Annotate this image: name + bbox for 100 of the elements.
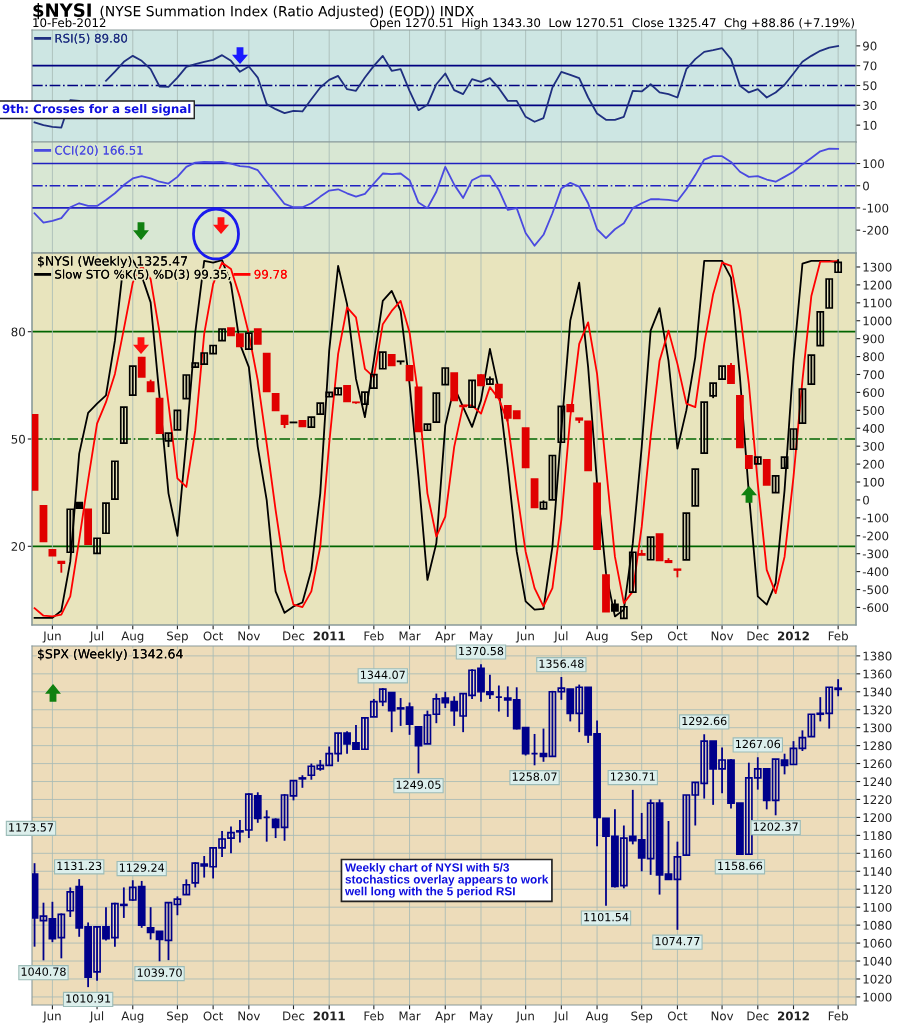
candlestick [432,392,441,424]
y-tick-label: 70 [863,61,877,71]
y-tick-label: 50 [863,81,877,91]
candlestick [111,460,119,501]
x-tick-label: Jul [553,1011,568,1023]
y-tick-label: 30 [863,101,877,110]
x-tick-label: 2011 [313,631,345,641]
y-tick-label: 1340 [863,687,892,697]
candlestick [798,388,807,424]
y-tick-label: 10 [863,120,877,130]
y-tick-label: 600 [863,388,884,398]
candlestick [673,840,682,931]
y-tick-label: 1000 [863,316,892,326]
x-tick-label: Aug [585,1011,608,1023]
x-tick-label: Sep [167,1011,188,1023]
candlestick [289,779,298,802]
annotation: 1131.23 [57,861,102,871]
candlestick [539,727,548,763]
x-tick-label: Dec [283,631,305,641]
candlestick [119,406,128,445]
candlestick [646,536,655,561]
y-tick-label: 1220 [863,795,892,805]
y-tick-label: 1280 [863,741,892,751]
candlestick [173,409,182,431]
candlestick [396,360,405,366]
text: Open 1270.51 High 1343.30 Low 1270.51 Close 1325.47 Chg +88.86 (+7.19%) [370,18,854,30]
y-tick-label: 1200 [863,813,892,823]
candlestick [93,537,101,555]
x-tick-label: Jul [89,631,104,643]
candlestick [441,367,450,386]
y-tick-label: -200 [862,531,889,541]
x-tick-label: Feb [828,631,848,641]
y-tick-label: 90 [862,41,877,51]
x-tick-label: Sep [631,1011,653,1023]
x-tick-label: 2012 [778,1011,809,1021]
x-tick-label: Jun [42,631,61,643]
candlestick [39,901,48,962]
x-tick-label: Oct [203,1011,224,1021]
x-tick-label: Aug [585,631,608,643]
y-tick-label: -400 [862,567,889,577]
y-tick-label: 1160 [863,849,892,858]
annotation: 1258.07 [512,772,557,781]
candlestick [557,405,566,444]
y-tick-label: 0 [863,495,869,505]
candlestick [369,373,378,390]
y-tick-label: 500 [863,406,884,415]
y-tick-label: 1320 [863,705,892,715]
candlestick [182,878,191,896]
x-tick-label: May [469,631,493,643]
x-tick-label: Feb [364,1011,384,1021]
annotation: 1101.54 [584,912,629,922]
candlestick [628,551,637,594]
annotation: 1292.66 [682,716,727,726]
annotation: 1010.91 [66,994,111,1003]
candlestick [789,428,798,451]
candlestick [771,475,780,494]
x-tick-label: Oct [667,1011,688,1021]
candlestick [727,362,735,384]
x-tick-label: Mar [399,1011,421,1021]
y-tick-label: 1380 [863,651,892,661]
x-tick-label: Dec [747,631,769,641]
candlestick [244,332,253,350]
legend-label: 99.78 [254,269,287,279]
y-tick-label: 1200 [863,280,892,290]
candlestick [182,374,191,400]
candlestick [682,512,691,561]
candlestick [548,454,557,501]
y-tick-label: 1080 [863,920,892,930]
chart-title: $SPX (Weekly) 1342.64 [37,648,183,661]
x-tick-label: Jul [89,1011,104,1023]
x-tick-label: Oct [667,631,688,641]
x-tick-label: Nov [711,1011,734,1021]
y-tick-label: 100 [863,477,884,487]
x-tick-label: Nov [238,1011,261,1021]
x-tick-label: 2012 [778,631,809,641]
x-tick-label: Feb [364,631,384,641]
annotation: 1039.70 [137,968,182,977]
annotation: 9th: Crosses for a sell signal [2,104,191,116]
x-tick-label: Dec [283,1011,305,1021]
y-tick-label: -200 [862,225,889,235]
annotation: 1074.77 [655,936,700,946]
y-tick-label: 100 [863,159,884,169]
x-tick-label: Mar [399,631,421,641]
line-series [33,147,840,247]
annotation: 1129.24 [119,863,165,872]
x-tick-label: Nov [238,631,261,641]
candlestick [164,901,173,962]
candlestick [218,328,226,342]
x-tick-label: Jul [553,631,568,643]
y-tick-label: -300 [862,549,889,559]
x-tick-label: Apr [435,1011,456,1023]
legend-label: RSI(5) 89.80 [55,33,128,45]
candlestick [316,402,325,415]
y-tick-label: 300 [863,441,884,451]
candlestick [691,468,700,507]
x-tick-label: Nov [711,631,734,641]
y-tick-label: 1040 [863,956,892,966]
y-tick-label: 1140 [863,867,892,876]
annotation: 1370.58 [459,646,504,656]
candlestick [816,311,825,347]
